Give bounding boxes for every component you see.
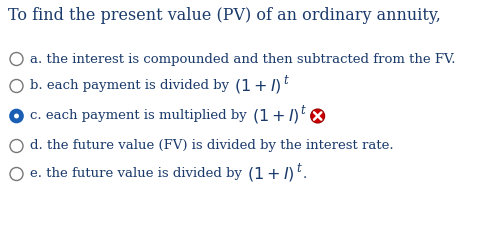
Circle shape	[10, 139, 23, 153]
Circle shape	[10, 110, 23, 123]
Text: t: t	[296, 162, 301, 176]
Circle shape	[14, 113, 19, 118]
Circle shape	[310, 109, 325, 123]
Text: a. the interest is compounded and then subtracted from the FV.: a. the interest is compounded and then s…	[30, 52, 456, 66]
Text: $(1 + I)$: $(1 + I)$	[252, 107, 300, 125]
Circle shape	[10, 80, 23, 92]
Text: t: t	[283, 74, 288, 88]
Text: $(1 + I)$: $(1 + I)$	[234, 77, 282, 95]
Circle shape	[10, 52, 23, 66]
Text: e. the future value is divided by: e. the future value is divided by	[30, 168, 246, 180]
Text: b. each payment is divided by: b. each payment is divided by	[30, 80, 233, 92]
Circle shape	[10, 168, 23, 180]
Text: .: .	[303, 168, 307, 180]
Text: To find the present value (PV) of an ordinary annuity,: To find the present value (PV) of an ord…	[8, 7, 441, 24]
Text: t: t	[301, 105, 306, 117]
Text: c. each payment is multiplied by: c. each payment is multiplied by	[30, 110, 251, 123]
Text: $(1 + I)$: $(1 + I)$	[247, 165, 295, 183]
Text: d. the future value (FV) is divided by the interest rate.: d. the future value (FV) is divided by t…	[30, 139, 394, 153]
